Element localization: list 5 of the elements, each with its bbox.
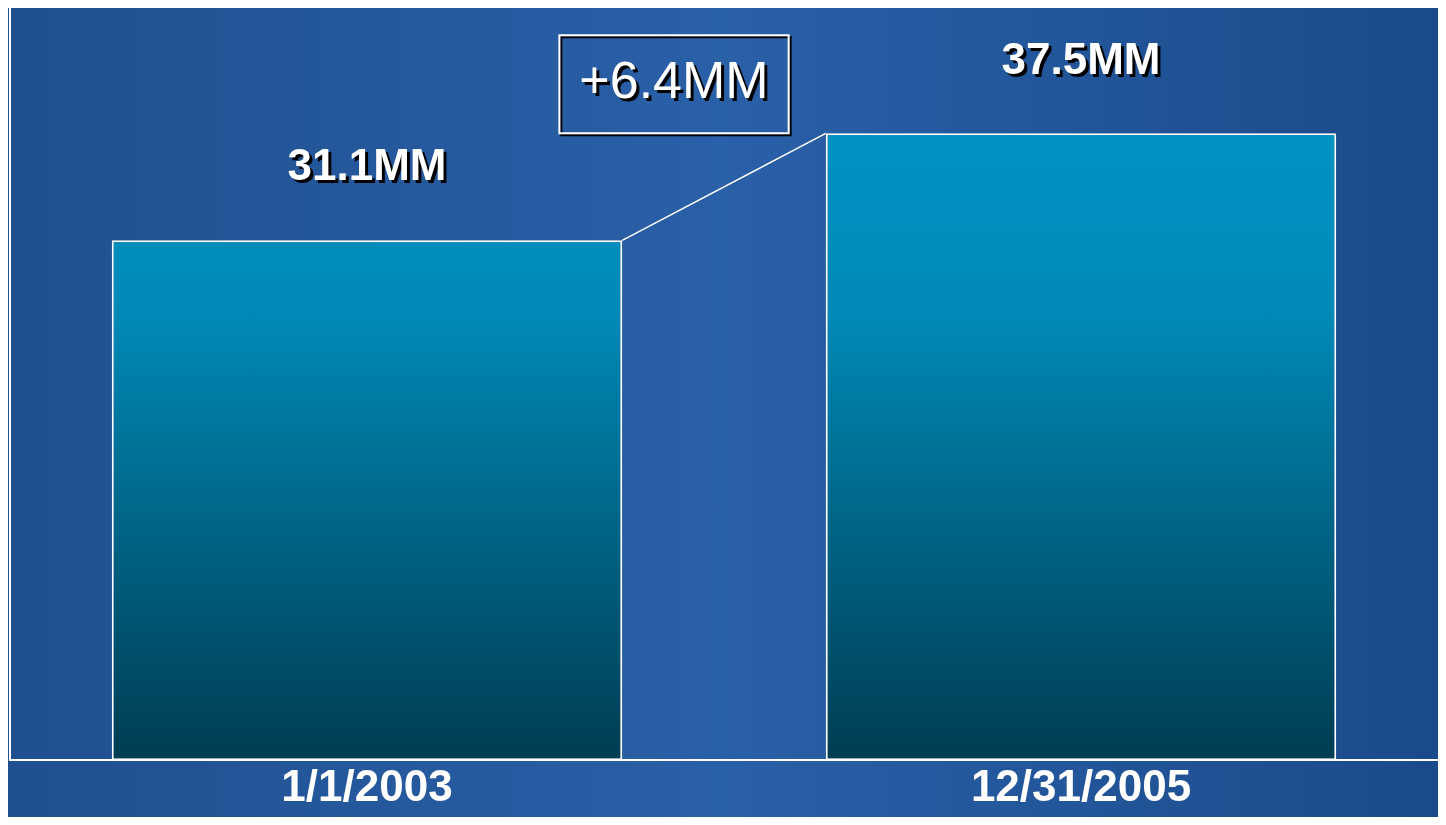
data-label: 31.1MM bbox=[290, 143, 450, 193]
x-tick-label: 12/31/2005 bbox=[970, 760, 1192, 810]
x-tick-label: 1/1/2003 bbox=[281, 760, 453, 810]
data-label: 37.5MM bbox=[1004, 36, 1164, 86]
text: +6.4MM bbox=[582, 53, 772, 112]
